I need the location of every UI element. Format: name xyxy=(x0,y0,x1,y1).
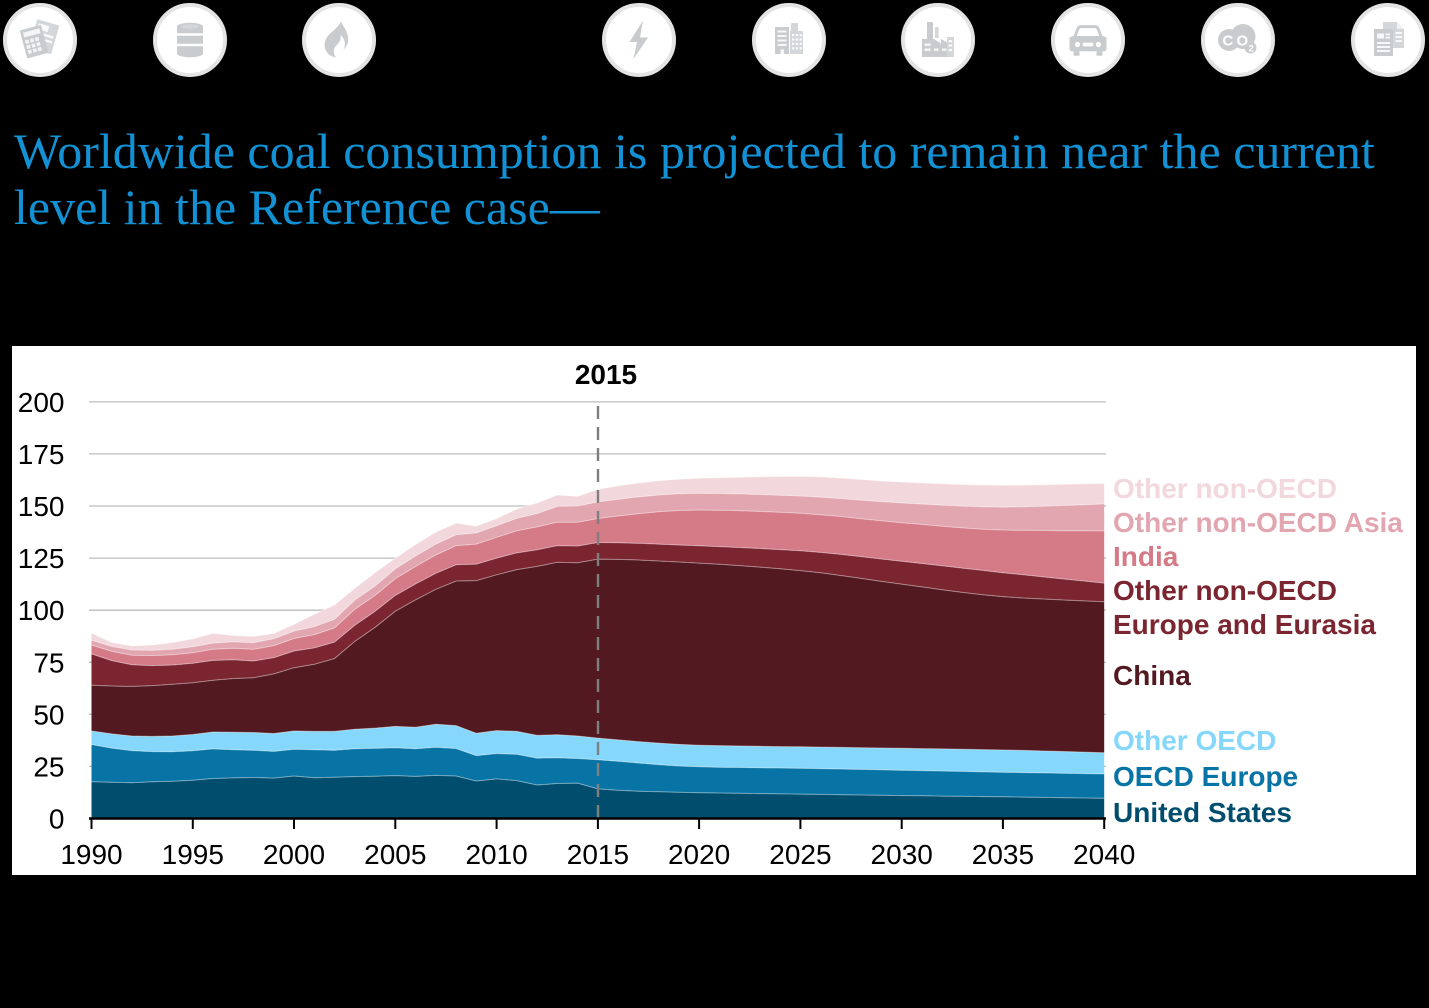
svg-text:2020: 2020 xyxy=(668,839,730,870)
svg-text:1990: 1990 xyxy=(60,839,122,870)
svg-text:2040: 2040 xyxy=(1073,839,1135,870)
svg-text:2: 2 xyxy=(1249,44,1254,55)
svg-text:75: 75 xyxy=(33,647,64,678)
svg-text:1995: 1995 xyxy=(162,839,224,870)
svg-text:2035: 2035 xyxy=(972,839,1034,870)
svg-text:200: 200 xyxy=(18,387,65,418)
svg-text:2030: 2030 xyxy=(871,839,933,870)
svg-text:0: 0 xyxy=(49,804,65,835)
svg-text:C: C xyxy=(1223,33,1234,50)
svg-text:25: 25 xyxy=(33,751,64,782)
svg-text:50: 50 xyxy=(33,699,64,730)
svg-text:2000: 2000 xyxy=(263,839,325,870)
svg-text:150: 150 xyxy=(18,491,65,522)
svg-text:2010: 2010 xyxy=(465,839,527,870)
svg-text:125: 125 xyxy=(18,543,65,574)
svg-text:2015: 2015 xyxy=(567,839,629,870)
svg-text:100: 100 xyxy=(18,595,65,626)
svg-text:175: 175 xyxy=(18,439,65,470)
svg-text:2015: 2015 xyxy=(575,359,637,390)
svg-text:O: O xyxy=(1237,33,1249,50)
svg-text:2025: 2025 xyxy=(769,839,831,870)
svg-text:2005: 2005 xyxy=(364,839,426,870)
